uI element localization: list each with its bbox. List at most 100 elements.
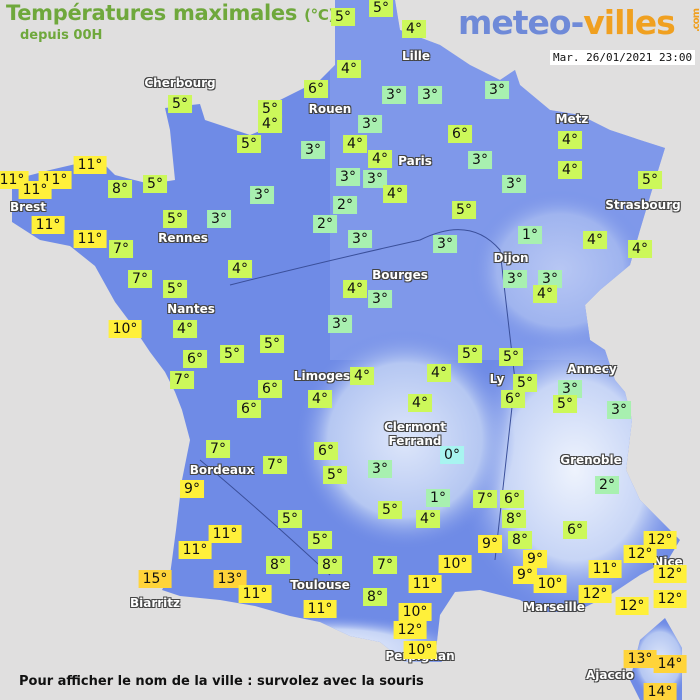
temperature-marker[interactable]: 2° — [595, 476, 619, 494]
temperature-marker[interactable]: 4° — [368, 150, 392, 168]
temperature-marker[interactable]: 12° — [653, 590, 687, 608]
temperature-marker[interactable]: 3° — [607, 401, 631, 419]
temperature-marker[interactable]: 3° — [418, 86, 442, 104]
temperature-marker[interactable]: 10° — [533, 575, 567, 593]
temperature-marker[interactable]: 8° — [266, 556, 290, 574]
temperature-marker[interactable]: 3° — [207, 210, 231, 228]
temperature-marker[interactable]: 7° — [109, 240, 133, 258]
temperature-marker[interactable]: 11° — [408, 575, 442, 593]
temperature-marker[interactable]: 11° — [18, 181, 52, 199]
temperature-marker[interactable]: 3° — [358, 115, 382, 133]
temperature-marker[interactable]: 5° — [308, 531, 332, 549]
temperature-marker[interactable]: 3° — [363, 170, 387, 188]
temperature-marker[interactable]: 4° — [558, 131, 582, 149]
temperature-marker[interactable]: 1° — [426, 489, 450, 507]
temperature-marker[interactable]: 3° — [502, 175, 526, 193]
temperature-marker[interactable]: 12° — [643, 531, 677, 549]
temperature-marker[interactable]: 5° — [163, 210, 187, 228]
temperature-marker[interactable]: 5° — [323, 466, 347, 484]
temperature-marker[interactable]: 5° — [163, 280, 187, 298]
temperature-marker[interactable]: 0° — [440, 446, 464, 464]
temperature-marker[interactable]: 11° — [178, 541, 212, 559]
temperature-marker[interactable]: 7° — [473, 490, 497, 508]
temperature-marker[interactable]: 4° — [583, 231, 607, 249]
temperature-marker[interactable]: 13° — [623, 650, 657, 668]
temperature-marker[interactable]: 3° — [503, 270, 527, 288]
temperature-marker[interactable]: 4° — [628, 240, 652, 258]
temperature-marker[interactable]: 12° — [623, 545, 657, 563]
temperature-marker[interactable]: 8° — [318, 556, 342, 574]
temperature-marker[interactable]: 10° — [403, 641, 437, 659]
temperature-marker[interactable]: 5° — [638, 171, 662, 189]
temperature-marker[interactable]: 14° — [643, 683, 677, 700]
temperature-marker[interactable]: 11° — [303, 600, 337, 618]
temperature-marker[interactable]: 9° — [513, 566, 537, 584]
temperature-marker[interactable]: 9° — [523, 550, 547, 568]
temperature-marker[interactable]: 4° — [337, 60, 361, 78]
temperature-marker[interactable]: 15° — [138, 570, 172, 588]
temperature-marker[interactable]: 4° — [228, 260, 252, 278]
temperature-marker[interactable]: 3° — [433, 235, 457, 253]
temperature-marker[interactable]: 11° — [31, 216, 65, 234]
temperature-marker[interactable]: 6° — [304, 80, 328, 98]
temperature-marker[interactable]: 4° — [408, 394, 432, 412]
temperature-marker[interactable]: 12° — [653, 565, 687, 583]
temperature-marker[interactable]: 2° — [313, 215, 337, 233]
temperature-marker[interactable]: 5° — [168, 95, 192, 113]
temperature-marker[interactable]: 4° — [173, 320, 197, 338]
temperature-marker[interactable]: 4° — [343, 135, 367, 153]
temperature-marker[interactable]: 1° — [518, 226, 542, 244]
temperature-marker[interactable]: 4° — [308, 390, 332, 408]
temperature-marker[interactable]: 10° — [108, 320, 142, 338]
temperature-marker[interactable]: 3° — [558, 380, 582, 398]
temperature-marker[interactable]: 5° — [452, 201, 476, 219]
temperature-marker[interactable]: 6° — [448, 125, 472, 143]
temperature-marker[interactable]: 7° — [373, 556, 397, 574]
temperature-marker[interactable]: 4° — [402, 20, 426, 38]
temperature-marker[interactable]: 4° — [258, 115, 282, 133]
temperature-marker[interactable]: 6° — [314, 442, 338, 460]
temperature-marker[interactable]: 3° — [328, 315, 352, 333]
temperature-marker[interactable]: 7° — [170, 371, 194, 389]
temperature-marker[interactable]: 8° — [502, 510, 526, 528]
temperature-marker[interactable]: 8° — [508, 531, 532, 549]
temperature-marker[interactable]: 5° — [458, 345, 482, 363]
temperature-marker[interactable]: 5° — [499, 348, 523, 366]
temperature-marker[interactable]: 10° — [438, 555, 472, 573]
temperature-marker[interactable]: 6° — [183, 350, 207, 368]
temperature-marker[interactable]: 5° — [258, 100, 282, 118]
temperature-marker[interactable]: 5° — [260, 335, 284, 353]
temperature-marker[interactable]: 6° — [237, 400, 261, 418]
temperature-marker[interactable]: 5° — [513, 374, 537, 392]
temperature-marker[interactable]: 3° — [485, 81, 509, 99]
temperature-marker[interactable]: 12° — [578, 585, 612, 603]
temperature-marker[interactable]: 7° — [206, 440, 230, 458]
temperature-marker[interactable]: 11° — [588, 560, 622, 578]
temperature-marker[interactable]: 8° — [363, 588, 387, 606]
temperature-marker[interactable]: 11° — [73, 156, 107, 174]
temperature-marker[interactable]: 5° — [143, 175, 167, 193]
temperature-marker[interactable]: 5° — [220, 345, 244, 363]
temperature-marker[interactable]: 6° — [563, 521, 587, 539]
temperature-marker[interactable]: 4° — [558, 161, 582, 179]
temperature-marker[interactable]: 12° — [615, 597, 649, 615]
temperature-marker[interactable]: 7° — [263, 456, 287, 474]
temperature-marker[interactable]: 5° — [553, 395, 577, 413]
temperature-marker[interactable]: 3° — [538, 270, 562, 288]
temperature-marker[interactable]: 4° — [343, 280, 367, 298]
temperature-marker[interactable]: 6° — [501, 390, 525, 408]
temperature-marker[interactable]: 4° — [350, 367, 374, 385]
temperature-marker[interactable]: 3° — [468, 151, 492, 169]
temperature-marker[interactable]: 13° — [213, 570, 247, 588]
temperature-marker[interactable]: 5° — [378, 501, 402, 519]
temperature-marker[interactable]: 9° — [180, 480, 204, 498]
temperature-marker[interactable]: 4° — [533, 285, 557, 303]
temperature-marker[interactable]: 8° — [108, 180, 132, 198]
temperature-marker[interactable]: 9° — [478, 535, 502, 553]
temperature-marker[interactable]: 3° — [301, 141, 325, 159]
temperature-marker[interactable]: 5° — [331, 8, 355, 26]
temperature-marker[interactable]: 14° — [653, 655, 687, 673]
temperature-marker[interactable]: 6° — [258, 380, 282, 398]
temperature-marker[interactable]: 7° — [128, 270, 152, 288]
temperature-marker[interactable]: 4° — [416, 510, 440, 528]
